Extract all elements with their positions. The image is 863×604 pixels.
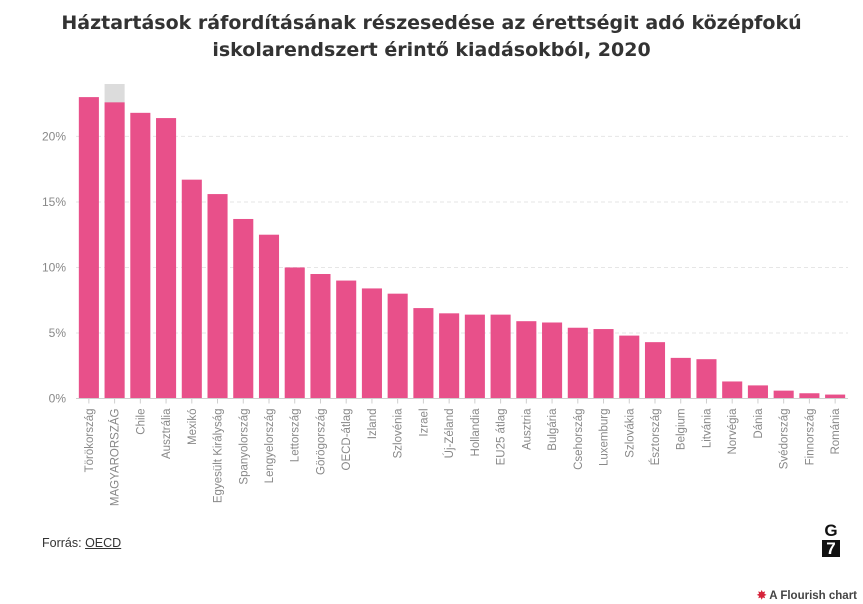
bar[interactable] — [593, 329, 614, 399]
x-tick-label: Törökország — [84, 409, 96, 473]
bar[interactable] — [336, 280, 357, 399]
x-tick-label: MAGYARORSZÁG — [109, 408, 122, 506]
bar[interactable] — [722, 381, 743, 399]
y-tick-label: 0% — [49, 392, 67, 406]
x-tick-label: Görögország — [315, 409, 327, 475]
chart-title: Háztartások ráfordításának részesedése a… — [61, 12, 802, 61]
x-tick-label: Ausztria — [521, 408, 533, 450]
bar[interactable] — [413, 308, 434, 399]
flourish-icon: ✸ — [756, 590, 767, 602]
x-tick-label: Chile — [135, 409, 147, 435]
bar[interactable] — [516, 321, 537, 399]
bar[interactable] — [439, 313, 460, 399]
grid-lines — [76, 135, 848, 334]
bar[interactable] — [361, 288, 382, 399]
logo-bottom: 7 — [822, 540, 840, 557]
x-tick-label: Ausztrália — [161, 408, 173, 459]
x-tick-label: Mexikó — [187, 409, 199, 445]
logo-top: G — [824, 521, 838, 540]
x-tick-label: Dánia — [753, 408, 765, 439]
bar[interactable] — [490, 314, 511, 399]
bar[interactable] — [387, 293, 408, 399]
x-tick-label: Szlovákia — [624, 408, 636, 458]
source-note: Forrás: OECD — [42, 536, 121, 550]
bar[interactable] — [207, 194, 228, 399]
x-tick-label: Izrael — [418, 409, 430, 437]
x-tick-label: Egyesült Királyság — [213, 409, 225, 504]
bar[interactable] — [284, 267, 305, 399]
x-tick-label: Spanyolország — [238, 409, 250, 485]
x-tick-label: Csehország — [573, 409, 585, 470]
bar[interactable] — [773, 390, 794, 399]
x-tick-label: Litvánia — [701, 408, 713, 448]
bar[interactable] — [619, 335, 640, 399]
x-tick-label: Lengyelország — [264, 409, 276, 484]
bar[interactable] — [747, 385, 768, 399]
x-tick-label: Norvégia — [727, 408, 739, 455]
flourish-credit-label: A Flourish chart — [769, 590, 857, 602]
bar[interactable] — [670, 357, 691, 399]
bar[interactable] — [233, 218, 254, 399]
bar[interactable] — [825, 394, 846, 399]
bar[interactable] — [130, 112, 151, 399]
source-label: Forrás: — [42, 536, 82, 550]
x-tick-label: Izland — [367, 409, 379, 440]
bar[interactable] — [464, 314, 485, 399]
bar[interactable] — [156, 118, 177, 399]
y-axis: 0% 5% 10% 15% 20% — [42, 129, 848, 406]
x-tick-label: Hollandia — [470, 408, 482, 457]
y-tick-label: 15% — [42, 195, 66, 209]
source-link[interactable]: OECD — [85, 536, 122, 550]
x-tick-label: Svédország — [779, 409, 791, 470]
bar-chart: 0% 5% 10% 15% 20% Törökország MAGYARORSZÁG Chi… — [42, 84, 848, 506]
flourish-credit[interactable]: ✸ A Flourish chart — [757, 588, 857, 602]
bar[interactable] — [644, 342, 666, 399]
x-tick-label: Bulgária — [547, 408, 559, 451]
bar[interactable] — [258, 234, 280, 399]
y-tick-label: 10% — [42, 260, 66, 274]
bar[interactable] — [104, 102, 125, 399]
bar[interactable] — [696, 359, 717, 399]
g7-logo: G 7 — [822, 522, 840, 557]
x-axis: Törökország MAGYARORSZÁG Chile Ausztrália Me… — [84, 398, 842, 506]
y-tick-label: 5% — [49, 326, 67, 340]
bar[interactable] — [310, 274, 331, 399]
x-tick-label: Új-Zéland — [443, 409, 456, 459]
bar[interactable] — [799, 393, 820, 399]
bars — [78, 97, 846, 399]
x-tick-label: EU25 átlag — [496, 409, 508, 466]
bar[interactable] — [567, 327, 588, 399]
bar[interactable] — [542, 322, 563, 399]
y-tick-label: 20% — [42, 129, 66, 143]
bar[interactable] — [78, 97, 99, 399]
x-tick-label: Lettország — [290, 409, 302, 463]
x-tick-label: Szlovénia — [393, 408, 405, 458]
x-tick-label: Luxemburg — [599, 409, 611, 467]
x-tick-label: Finnország — [804, 409, 816, 466]
x-tick-label: OECD-átlag — [341, 409, 353, 471]
x-tick-label: Észtország — [649, 409, 662, 466]
x-tick-label: Belgium — [676, 409, 688, 451]
x-tick-label: Románia — [830, 408, 842, 455]
bar[interactable] — [181, 179, 202, 399]
